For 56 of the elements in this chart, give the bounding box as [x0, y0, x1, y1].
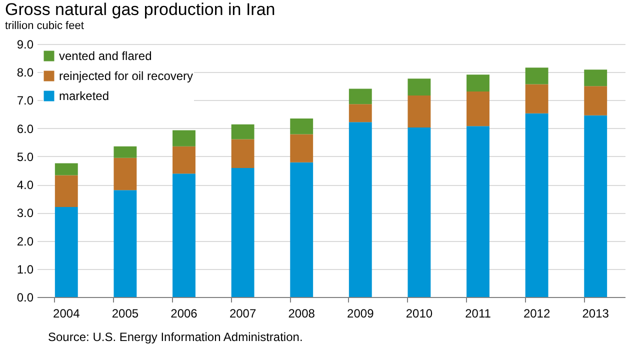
- bar: [114, 158, 137, 190]
- x-tick-label: 2013: [582, 306, 610, 320]
- x-tick-label: 2011: [465, 306, 492, 320]
- bar: [231, 124, 254, 140]
- bar: [114, 190, 137, 297]
- bar: [525, 84, 548, 114]
- y-tick-label: 5.0: [16, 150, 34, 164]
- bar: [466, 126, 490, 297]
- x-tick-label: 2004: [53, 306, 80, 320]
- legend-label: reinjected for oil recovery: [59, 69, 194, 83]
- bar: [584, 115, 608, 297]
- bar: [525, 68, 548, 84]
- bar: [584, 86, 608, 116]
- bar: [231, 139, 254, 168]
- x-tick-label: 2012: [523, 306, 550, 320]
- bar: [466, 92, 490, 126]
- y-tick-label: 1.0: [16, 262, 34, 276]
- bar: [172, 130, 196, 146]
- y-tick-label: 7.0: [16, 94, 34, 108]
- legend-label: vented and flared: [59, 49, 152, 63]
- y-tick-label: 4.0: [16, 178, 34, 192]
- legend-label: marketed: [59, 89, 110, 103]
- y-tick-label: 8.0: [16, 66, 34, 80]
- source-note: Source: U.S. Energy Information Administration.: [48, 330, 303, 344]
- bar: [408, 78, 431, 96]
- x-tick-label: 2006: [170, 306, 198, 320]
- x-tick-label: 2007: [229, 306, 256, 320]
- bar: [54, 175, 78, 208]
- bar: [408, 127, 431, 297]
- bar: [348, 104, 372, 122]
- y-tick-label: 9.0: [16, 38, 34, 52]
- bar: [348, 122, 372, 297]
- x-tick-label: 2005: [112, 306, 139, 320]
- bar: [54, 163, 78, 176]
- bar: [231, 168, 254, 297]
- bar: [408, 95, 431, 128]
- bar: [290, 118, 314, 134]
- bar: [584, 70, 608, 86]
- bar: [290, 162, 314, 297]
- bar: [348, 88, 372, 104]
- bar: [54, 207, 78, 297]
- bar: [172, 146, 196, 174]
- x-tick-label: 2009: [347, 306, 374, 320]
- bar: [114, 146, 137, 158]
- bar: [466, 74, 490, 92]
- bar: [290, 134, 314, 162]
- x-tick-label: 2008: [288, 306, 316, 320]
- bar: [525, 113, 548, 297]
- chart-subtitle: trillion cubic feet: [5, 20, 84, 32]
- chart-title: Gross natural gas production in Iran: [5, 0, 276, 19]
- bar: [172, 174, 196, 297]
- x-tick-label: 2010: [406, 306, 433, 320]
- y-tick-label: 3.0: [16, 206, 34, 220]
- y-tick-label: 6.0: [16, 122, 34, 136]
- y-tick-label: 2.0: [16, 234, 34, 248]
- y-tick-label: 0.0: [16, 290, 34, 304]
